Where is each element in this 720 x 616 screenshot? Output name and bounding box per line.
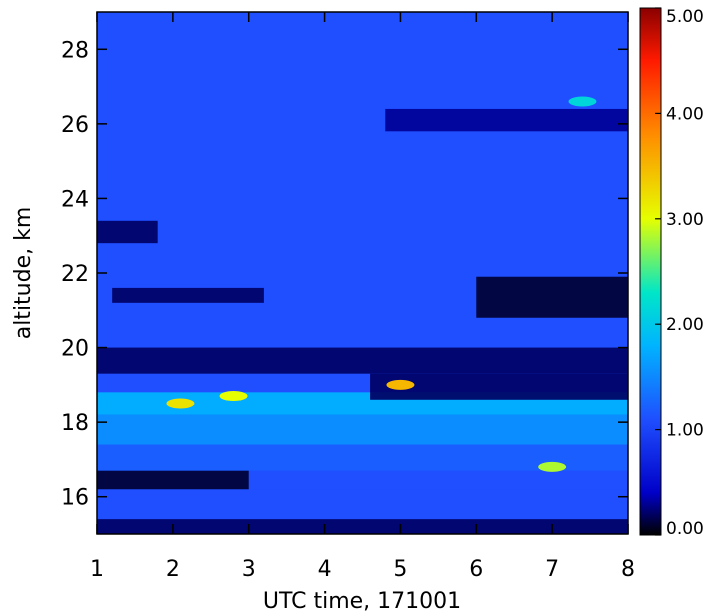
- heatmap-band: [97, 220, 158, 244]
- heatmap-band: [385, 108, 628, 132]
- heatmap-hotspot: [166, 398, 195, 409]
- y-tick-label: 20: [61, 337, 89, 362]
- y-tick-label: 18: [61, 411, 89, 436]
- heatmap-band: [476, 276, 628, 318]
- y-tick-label: 16: [61, 486, 89, 511]
- x-tick-label: 1: [90, 557, 104, 582]
- heatmap-band: [112, 287, 264, 303]
- y-axis-title: altitude, km: [11, 207, 36, 340]
- y-tick-label: 24: [61, 187, 89, 212]
- plot-area: [97, 12, 628, 534]
- x-tick-label: 4: [318, 557, 332, 582]
- colorbar: 5.00 4.00 3.00 2.00 1.00 0.00: [639, 7, 704, 539]
- x-tick-label: 3: [242, 557, 256, 582]
- x-tick-label: 7: [545, 557, 559, 582]
- heatmap-band: [97, 414, 628, 445]
- x-tick-label: 2: [166, 557, 180, 582]
- colorbar-tick-label: 0.00: [666, 519, 704, 539]
- colorbar-ticks: 5.00 4.00 3.00 2.00 1.00 0.00: [655, 7, 704, 539]
- colorbar-tick-label: 3.00: [666, 210, 704, 230]
- y-tick-label: 28: [61, 38, 89, 63]
- y-tick-label: 26: [61, 113, 89, 138]
- colorbar-tick-label: 1.00: [666, 421, 704, 441]
- x-tick-label: 8: [621, 557, 635, 582]
- heatmap-band: [97, 347, 628, 374]
- heatmap-hotspot: [538, 461, 567, 472]
- heatmap-hotspot: [568, 96, 597, 107]
- heatmap-band: [97, 489, 628, 520]
- heatmap-hotspot: [219, 391, 248, 402]
- colorbar-tick-label: 2.00: [666, 315, 704, 335]
- x-tick-label: 6: [469, 557, 483, 582]
- y-axis: 16 18 20 22 24 26 28: [61, 38, 628, 511]
- heatmap-band: [97, 470, 249, 490]
- y-tick-label: 22: [61, 262, 89, 287]
- x-axis-title: UTC time, 171001: [263, 589, 461, 614]
- heatmap-band: [97, 519, 628, 534]
- colorbar-tick-label: 5.00: [666, 7, 704, 27]
- heatmap-hotspot: [386, 379, 415, 390]
- x-tick-label: 5: [393, 557, 407, 582]
- x-axis: 1 2 3 4 5 6 7 8: [90, 12, 635, 582]
- colorbar-tick-label: 4.00: [666, 104, 704, 124]
- colorbar-gradient: [639, 7, 662, 536]
